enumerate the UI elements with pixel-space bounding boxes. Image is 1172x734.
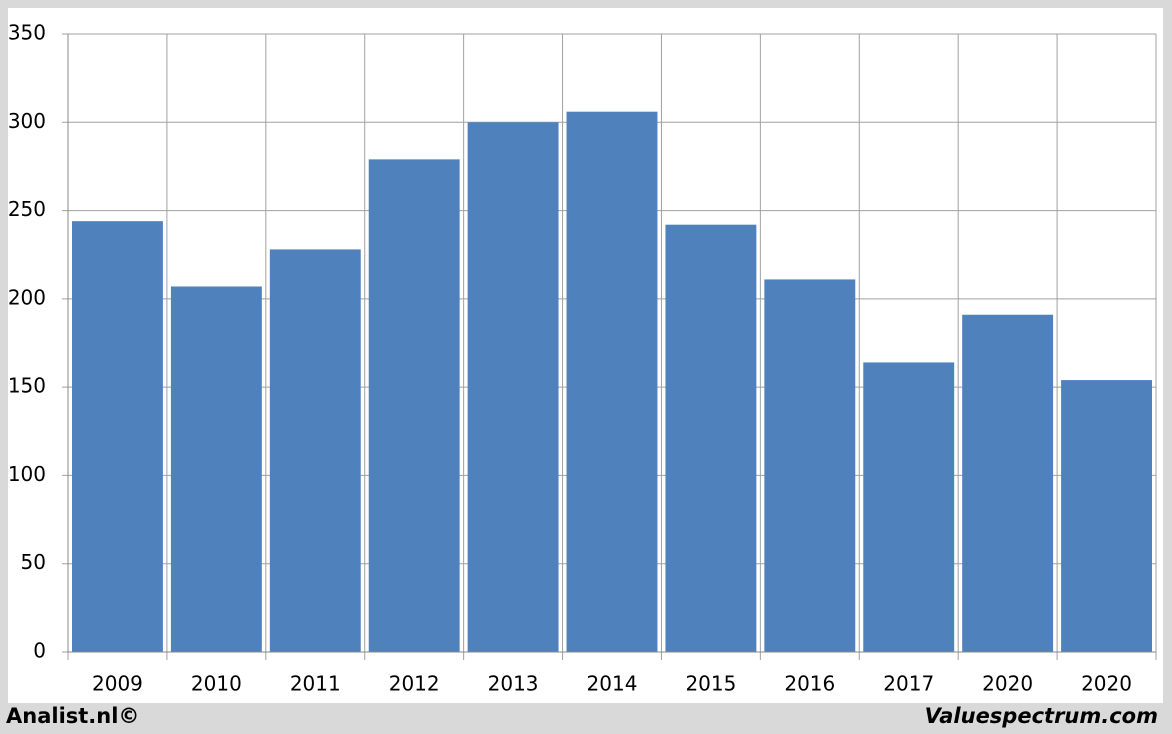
y-tick-label: 200 [8,285,46,309]
bar [962,314,1054,652]
y-tick-label: 250 [8,197,46,221]
bar [1061,380,1152,652]
y-tick-label: 300 [8,109,46,133]
x-tick-label: 2020 [1081,672,1132,696]
bar [72,221,163,652]
bar [665,224,757,652]
x-tick-label: 2017 [883,672,934,696]
bar [368,159,460,652]
y-tick-label: 350 [8,21,46,45]
x-tick-label: 2010 [191,672,242,696]
y-tick-label: 100 [8,462,46,486]
x-tick-label: 2011 [290,672,341,696]
x-tick-label: 2009 [92,672,143,696]
footer-left: Analist.nl© [6,704,139,728]
bar [467,122,559,653]
bar [764,279,856,652]
x-tick-label: 2012 [389,672,440,696]
x-tick-label: 2020 [982,672,1033,696]
bar [269,249,361,652]
bar [863,362,955,652]
y-tick-label: 0 [33,639,46,663]
y-tick-label: 50 [21,550,46,574]
x-tick-label: 2016 [784,672,835,696]
y-tick-label: 150 [8,374,46,398]
x-tick-label: 2014 [587,672,638,696]
bar [566,111,658,653]
bar [170,286,262,652]
x-tick-label: 2013 [488,672,539,696]
footer-right: Valuespectrum.com [925,704,1158,728]
x-tick-label: 2015 [685,672,736,696]
